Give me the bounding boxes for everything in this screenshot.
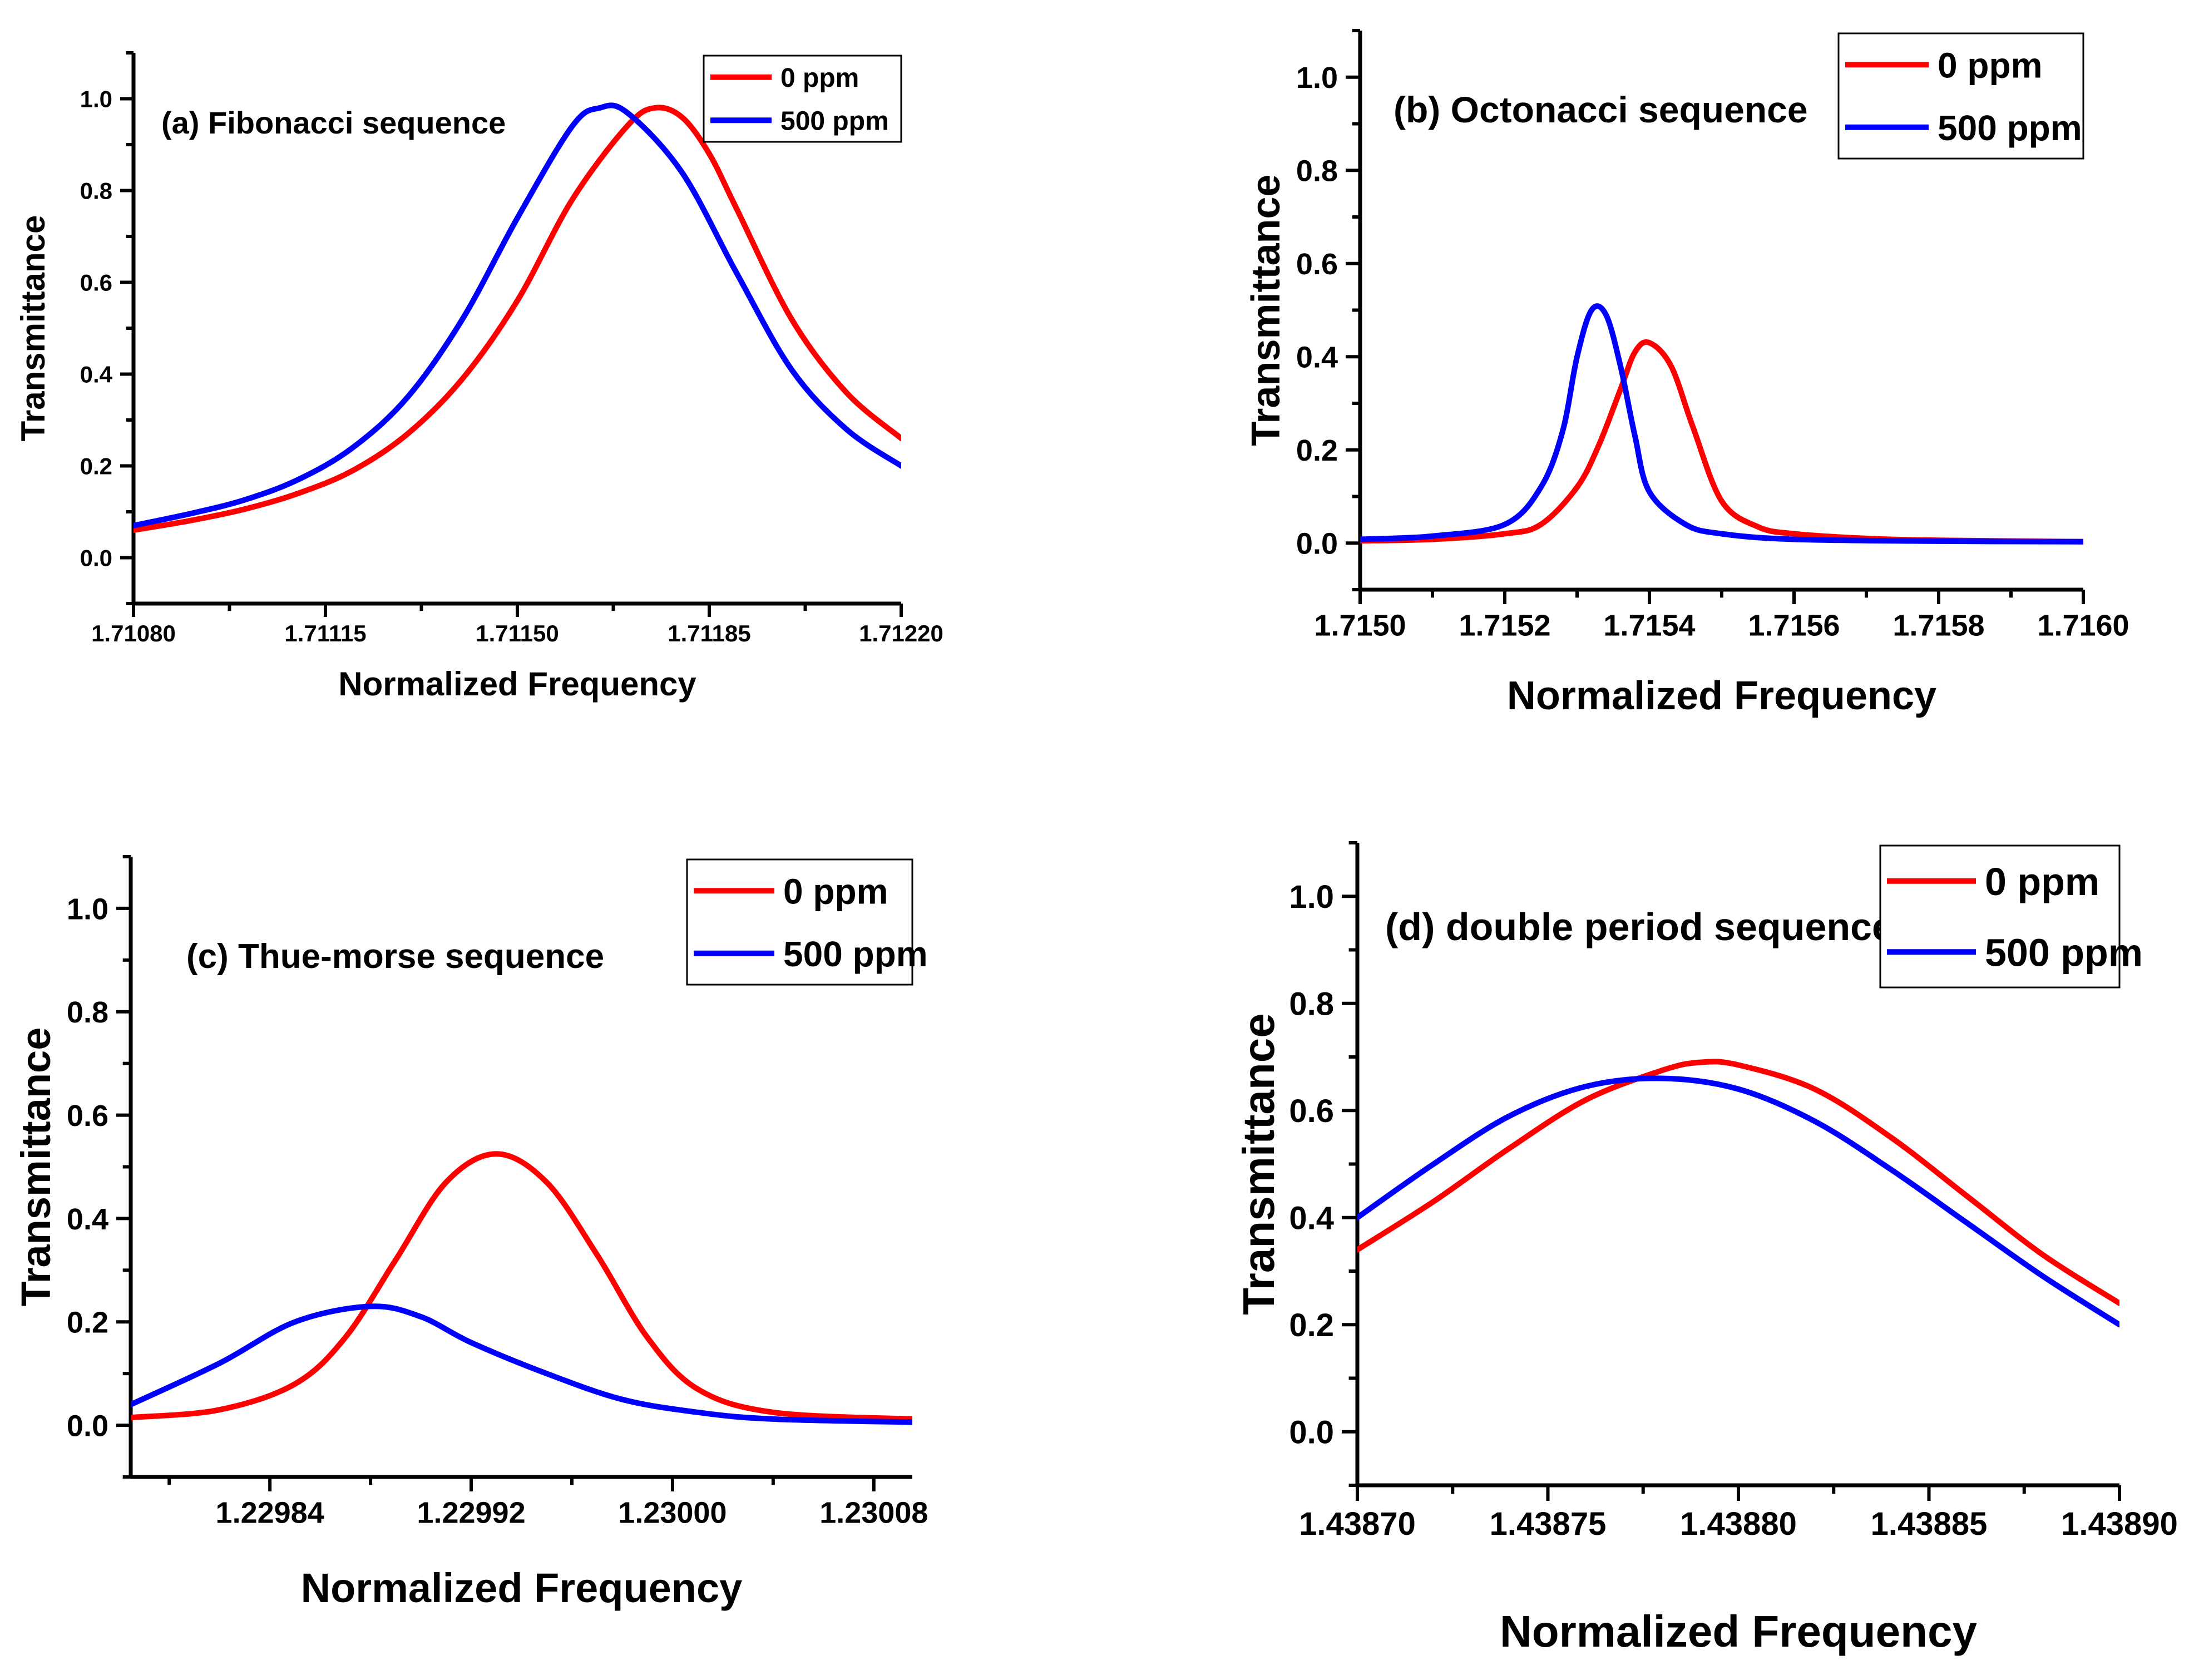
y-tick-label: 0.8 [1296, 155, 1338, 188]
series-line-500-ppm [1357, 1075, 2119, 1328]
y-tick-label: 0.2 [1296, 434, 1338, 467]
y-tick-label: 0.2 [80, 453, 112, 480]
legend-label: 500 ppm [1985, 931, 2143, 974]
x-tick-label: 1.71150 [476, 620, 559, 646]
x-tick-label: 1.71115 [284, 620, 366, 646]
y-tick-label: 0.0 [1289, 1415, 1334, 1451]
series-line-0-ppm [131, 1151, 912, 1422]
panel-annotation: (a) Fibonacci sequence [161, 105, 506, 140]
series-line-500-ppm [131, 1303, 912, 1425]
x-tick-label: 1.23000 [618, 1496, 727, 1530]
panel-annotation: (c) Thue-morse sequence [186, 937, 604, 976]
legend-label: 0 ppm [780, 63, 859, 93]
y-tick-label: 1.0 [67, 892, 108, 926]
y-tick-label: 0.8 [80, 178, 112, 204]
y-axis-title: Transmittance [1244, 174, 1288, 446]
y-tick-label: 0.2 [1289, 1307, 1334, 1343]
x-tick-label: 1.43880 [1680, 1506, 1797, 1542]
x-tick-label: 1.7150 [1314, 609, 1406, 643]
x-tick-label: 1.23008 [819, 1496, 928, 1530]
legend [703, 55, 902, 143]
y-tick-label: 0.4 [1289, 1200, 1334, 1237]
series-line-500-ppm [1360, 303, 2083, 545]
y-tick-label: 0.0 [67, 1410, 108, 1443]
y-tick-label: 0.6 [67, 1099, 108, 1133]
y-tick-label: 1.0 [80, 86, 112, 112]
legend [1879, 844, 2121, 989]
y-tick-label: 0.2 [67, 1306, 108, 1340]
legend-label: 0 ppm [1938, 45, 2042, 85]
series-line-0-ppm [134, 105, 901, 533]
series-line-500-ppm [134, 102, 901, 528]
panel-annotation: (d) double period sequence [1385, 905, 1894, 948]
x-tick-label: 1.43890 [2061, 1506, 2178, 1542]
x-tick-label: 1.7154 [1603, 609, 1695, 643]
y-tick-label: 0.8 [1289, 986, 1334, 1022]
y-tick-label: 0.0 [1296, 527, 1338, 561]
y-tick-label: 0.6 [1289, 1093, 1334, 1129]
x-tick-label: 1.71185 [668, 620, 751, 646]
x-tick-label: 1.43875 [1490, 1506, 1607, 1542]
series-line-0-ppm [1357, 1059, 2119, 1306]
x-tick-label: 1.7160 [2037, 609, 2129, 643]
chart-panel-a: 0.0 0.2 0.4 0.6 0.8 1.0 1.71080 1.71115 1.71150 1… [14, 51, 943, 703]
legend-label: 0 ppm [783, 871, 888, 911]
x-tick-label: 1.43885 [1871, 1506, 1988, 1542]
legend [1837, 32, 2084, 160]
x-tick-label: 1.7152 [1459, 609, 1550, 643]
y-tick-label: 0.4 [80, 362, 113, 388]
legend [686, 858, 913, 986]
y-tick-label: 0.0 [80, 545, 112, 571]
x-tick-label: 1.71080 [91, 620, 176, 646]
legend-label: 500 ppm [780, 107, 889, 136]
chart-panel-d: 0.0 0.2 0.4 0.6 0.8 1.0 1.43870 1.43875 1.43880 1… [1234, 841, 2178, 1656]
legend-label: 500 ppm [1938, 108, 2082, 148]
y-tick-label: 0.8 [67, 996, 108, 1029]
y-tick-label: 0.4 [67, 1203, 108, 1236]
x-tick-label: 1.43870 [1299, 1506, 1416, 1542]
y-tick-label: 1.0 [1296, 61, 1338, 95]
legend-label: 500 ppm [783, 934, 928, 974]
x-tick-label: 1.7156 [1748, 609, 1840, 643]
y-tick-label: 0.4 [1296, 341, 1338, 374]
y-axis-title: Transmittance [1234, 1013, 1283, 1315]
x-axis-title: Normalized Frequency [1500, 1607, 1978, 1656]
y-axis-title: Transmittance [14, 215, 52, 442]
chart-panel-b: 0.0 0.2 0.4 0.6 0.8 1.0 1.7150 1.7152 1.7154 1.71… [1244, 29, 2129, 718]
x-tick-label: 1.71220 [859, 620, 943, 646]
x-tick-label: 1.7158 [1892, 609, 1984, 643]
y-axis-title: Transmittance [13, 1027, 59, 1307]
legend-label: 0 ppm [1985, 860, 2099, 903]
x-axis-title: Normalized Frequency [338, 665, 696, 703]
panel-annotation: (b) Octonacci sequence [1394, 89, 1808, 130]
y-tick-label: 0.6 [1296, 248, 1338, 281]
x-tick-label: 1.22984 [216, 1496, 324, 1530]
chart-panel-c: 0.0 0.2 0.4 0.6 0.8 1.0 1.22984 1.22992 1.23000 1… [13, 855, 928, 1611]
x-axis-title: Normalized Frequency [301, 1565, 743, 1611]
y-tick-label: 1.0 [1289, 879, 1334, 915]
x-tick-label: 1.22992 [417, 1496, 525, 1530]
y-tick-label: 0.6 [80, 270, 112, 296]
series-line-0-ppm [1360, 339, 2083, 545]
x-axis-title: Normalized Frequency [1507, 674, 1936, 718]
